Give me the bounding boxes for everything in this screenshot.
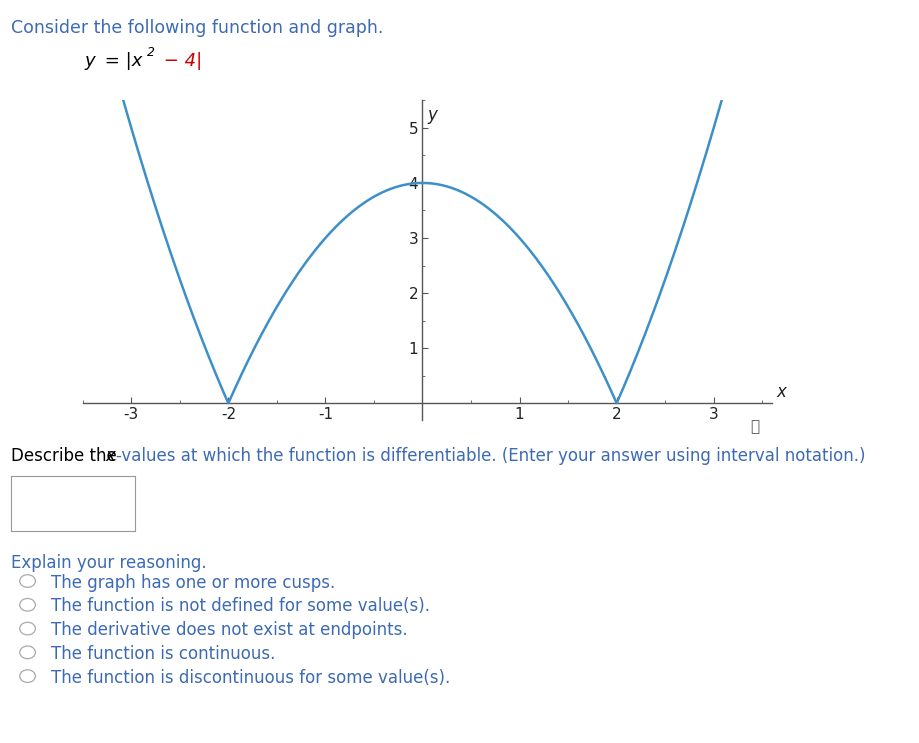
Text: The function is not defined for some value(s).: The function is not defined for some val… bbox=[51, 597, 429, 615]
Text: The derivative does not exist at endpoints.: The derivative does not exist at endpoin… bbox=[51, 621, 407, 639]
Text: The function is continuous.: The function is continuous. bbox=[51, 645, 275, 663]
Text: The graph has one or more cusps.: The graph has one or more cusps. bbox=[51, 574, 335, 591]
Text: The function is discontinuous for some value(s).: The function is discontinuous for some v… bbox=[51, 669, 449, 687]
Text: x: x bbox=[106, 447, 116, 465]
Text: 2: 2 bbox=[147, 46, 155, 59]
Text: ⓘ: ⓘ bbox=[750, 419, 759, 434]
Text: -values at which the function is differentiable. (Enter your answer using interv: -values at which the function is differe… bbox=[116, 447, 866, 465]
Text: Describe the: Describe the bbox=[11, 447, 122, 465]
Text: x: x bbox=[777, 383, 787, 400]
Text: Consider the following function and graph.: Consider the following function and grap… bbox=[11, 19, 383, 36]
Text: Explain your reasoning.: Explain your reasoning. bbox=[11, 554, 207, 571]
Text: − 4|: − 4| bbox=[158, 52, 202, 70]
Text: y: y bbox=[85, 52, 96, 70]
Text: y: y bbox=[427, 106, 437, 124]
Text: = |x: = |x bbox=[99, 52, 142, 70]
